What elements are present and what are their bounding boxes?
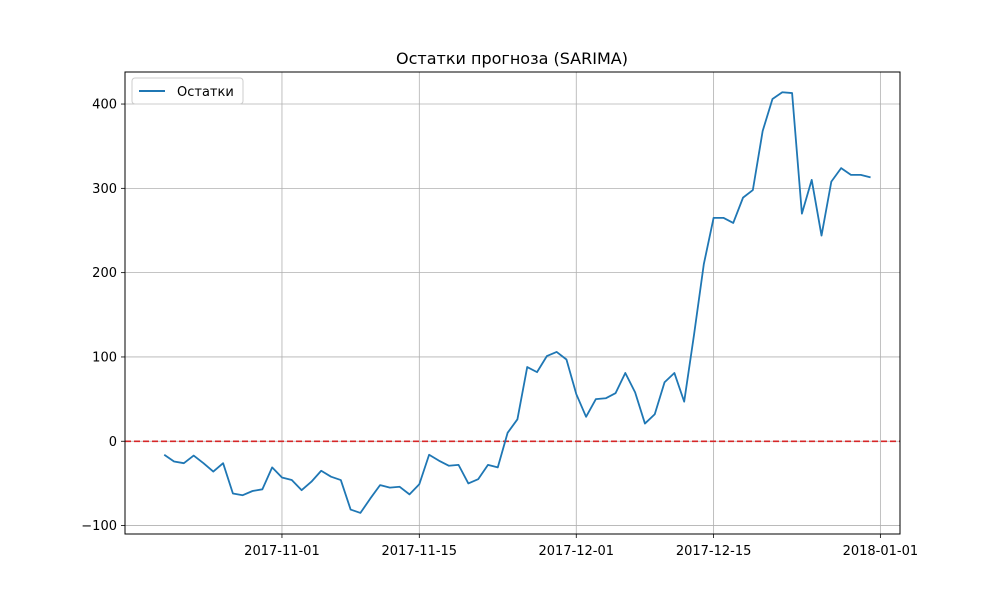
series-line-residuals [163,91,871,514]
y-tick-label: 200 [92,266,117,281]
x-tick-label: 2017-11-15 [382,544,458,559]
legend-label: Остатки [177,85,234,100]
y-tick-label: 100 [92,350,117,365]
y-tick-label: 400 [92,98,117,113]
legend: Остатки [131,77,244,105]
y-tick-label: 300 [92,182,117,197]
x-tick-label: 2017-11-01 [244,544,320,559]
x-axis: 2017-11-01 2017-11-15 2017-12-01 2017-12-15… [244,534,918,559]
series-group [163,91,871,514]
plot-frame [124,71,901,535]
y-axis: −100 0 100 200 300 400 [81,98,125,534]
x-tick-label: 2018-01-01 [843,544,919,559]
y-tick-label: 0 [109,435,117,450]
x-tick-label: 2017-12-01 [538,544,614,559]
chart-title: Остатки прогноза (SARIMA) [396,49,628,68]
y-tick-label: −100 [81,519,117,534]
legend-box [131,77,244,105]
x-tick-label: 2017-12-15 [676,544,752,559]
